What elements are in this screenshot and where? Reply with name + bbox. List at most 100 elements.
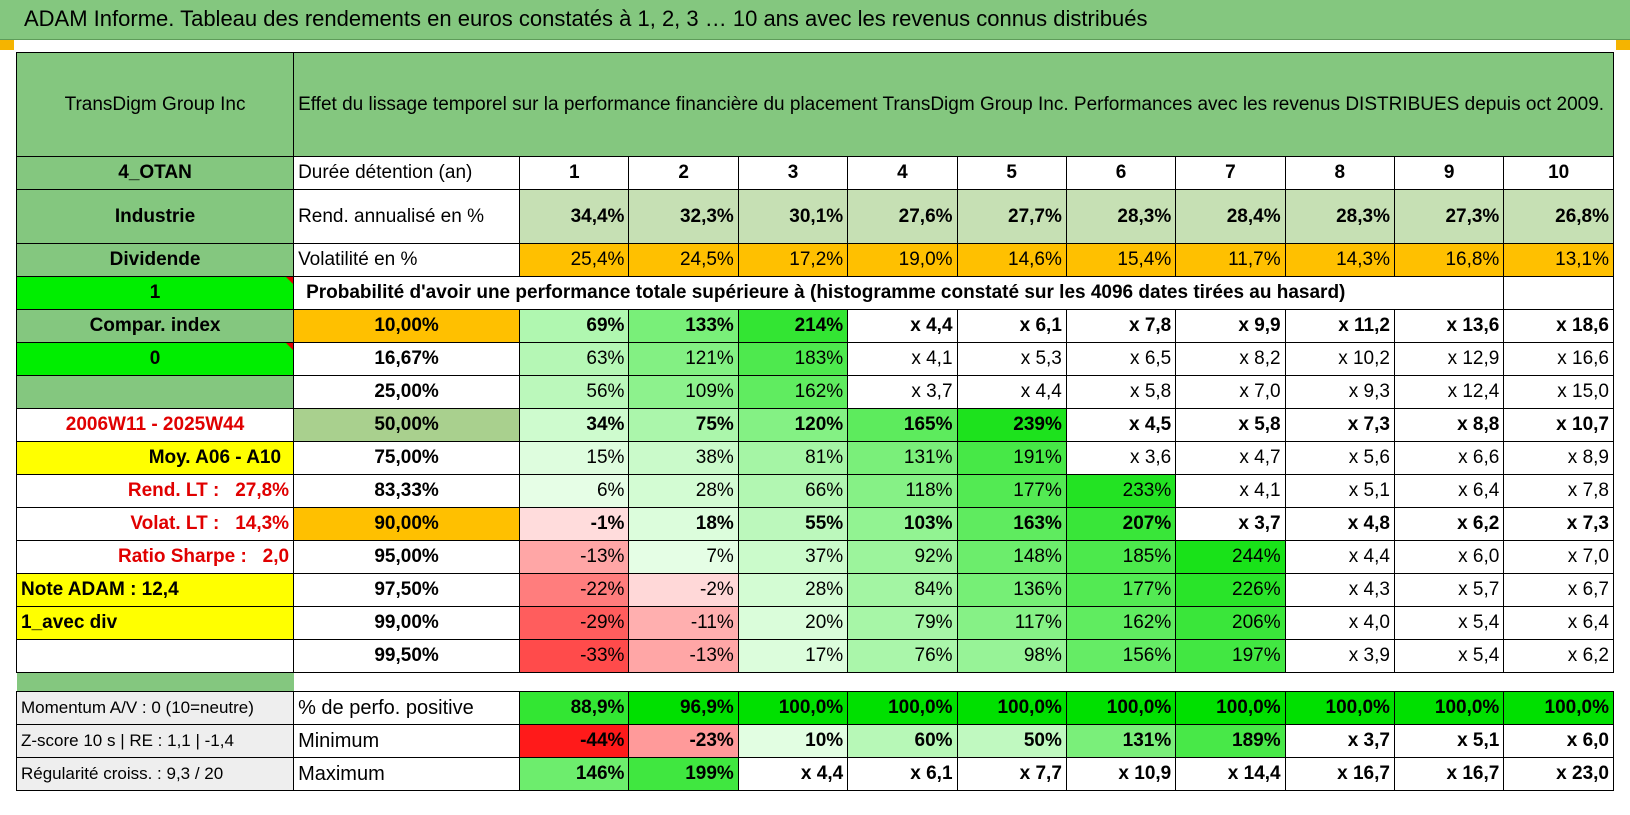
proba-value: 148%	[956, 540, 1067, 574]
pos-value: 100,0%	[1175, 691, 1286, 725]
empty-cell	[1503, 276, 1614, 310]
proba-threshold: 97,50%	[293, 573, 521, 607]
proba-value: x 6,4	[1503, 606, 1614, 640]
proba-value: 226%	[1175, 573, 1286, 607]
label-vol: Volatilité en %	[293, 243, 521, 277]
max-value: 146%	[519, 757, 630, 791]
proba-threshold: 95,00%	[293, 540, 521, 574]
company-name: TransDigm Group Inc	[15, 52, 295, 157]
min-value: x 6,0	[1503, 724, 1614, 758]
proba-threshold: 99,50%	[293, 639, 521, 673]
proba-value: 207%	[1065, 507, 1177, 541]
zscore-label: Z-score 10 s | RE : 1,1 | -1,4	[15, 724, 295, 758]
proba-value: x 6,0	[1393, 540, 1505, 574]
pos-value: 96,9%	[628, 691, 739, 725]
proba-value: x 5,6	[1284, 441, 1395, 475]
volat-lt-value: 14,3%	[235, 513, 290, 534]
year-9: 9	[1393, 156, 1505, 190]
proba-value: x 8,8	[1393, 408, 1505, 442]
rend-value: 30,1%	[737, 189, 849, 244]
proba-value: 233%	[1065, 474, 1177, 508]
rend-value: 27,3%	[1393, 189, 1505, 244]
proba-value: 103%	[847, 507, 958, 541]
proba-value: 120%	[737, 408, 849, 442]
proba-value: x 7,0	[1175, 375, 1286, 409]
proba-value: x 8,2	[1175, 342, 1286, 376]
proba-value: 7%	[628, 540, 739, 574]
avec-div-label: 1_avec div	[15, 606, 295, 640]
proba-value: 76%	[847, 639, 958, 673]
proba-value: 63%	[519, 342, 630, 376]
proba-value: x 4,7	[1175, 441, 1286, 475]
proba-value: 136%	[956, 573, 1067, 607]
empty-cell	[1394, 276, 1505, 310]
proba-value: 28%	[737, 573, 849, 607]
proba-value: -13%	[628, 639, 739, 673]
min-value: -44%	[519, 724, 630, 758]
proba-value: x 6,5	[1065, 342, 1177, 376]
proba-value: 15%	[519, 441, 630, 475]
proba-value: x 8,9	[1503, 441, 1614, 475]
proba-threshold: 83,33%	[293, 474, 521, 508]
proba-value: 244%	[1175, 540, 1286, 574]
proba-threshold: 90,00%	[293, 507, 521, 541]
performance-table: TransDigm Group Inc Effet du lissage tem…	[15, 52, 1614, 791]
year-6: 6	[1065, 156, 1177, 190]
vol-value: 14,3%	[1284, 243, 1395, 277]
proba-value: x 7,3	[1503, 507, 1614, 541]
proba-value: x 5,1	[1284, 474, 1395, 508]
moy-label: Moy. A06 - A10	[15, 441, 295, 475]
proba-value: x 13,6	[1393, 309, 1505, 343]
proba-value: 79%	[847, 606, 958, 640]
corner-marker-left	[0, 40, 14, 50]
max-value: x 23,0	[1503, 757, 1614, 791]
vol-value: 25,4%	[519, 243, 630, 277]
rend-value: 28,3%	[1065, 189, 1177, 244]
label-dividend: Dividende	[15, 243, 295, 277]
min-value: 189%	[1175, 724, 1286, 758]
proba-value: 56%	[519, 375, 630, 409]
proba-threshold: 10,00%	[293, 309, 521, 343]
year-3: 3	[737, 156, 849, 190]
sharpe-label: Ratio Sharpe :	[117, 546, 247, 567]
vol-value: 13,1%	[1503, 243, 1614, 277]
proba-value: -33%	[519, 639, 630, 673]
proba-value: 118%	[847, 474, 958, 508]
vol-value: 14,6%	[956, 243, 1067, 277]
proba-value: -11%	[628, 606, 739, 640]
label-max: Maximum	[293, 757, 521, 791]
proba-value: x 11,2	[1284, 309, 1395, 343]
proba-value: -13%	[519, 540, 630, 574]
proba-value: x 6,1	[956, 309, 1067, 343]
proba-value: 92%	[847, 540, 958, 574]
proba-value: 117%	[956, 606, 1067, 640]
proba-value: x 7,8	[1065, 309, 1177, 343]
proba-value: x 16,6	[1503, 342, 1614, 376]
proba-value: 17%	[737, 639, 849, 673]
proba-value: x 4,1	[1175, 474, 1286, 508]
proba-value: x 7,0	[1503, 540, 1614, 574]
rend-value: 27,7%	[956, 189, 1067, 244]
label-rend: Rend. annualisé en %	[293, 189, 521, 244]
sharpe-value: 2,0	[262, 546, 290, 567]
min-value: x 3,7	[1284, 724, 1395, 758]
label-compar: Compar. index	[15, 309, 295, 343]
max-value: x 10,9	[1065, 757, 1177, 791]
vol-value: 24,5%	[628, 243, 739, 277]
min-value: 60%	[847, 724, 958, 758]
proba-value: 121%	[628, 342, 739, 376]
vol-value: 19,0%	[847, 243, 958, 277]
volat-lt: Volat. LT : 14,3%	[15, 507, 295, 541]
proba-value: x 10,7	[1503, 408, 1614, 442]
proba-value: 18%	[628, 507, 739, 541]
proba-value: 197%	[1175, 639, 1286, 673]
pos-value: 100,0%	[1065, 691, 1177, 725]
proba-value: 75%	[628, 408, 739, 442]
proba-value: x 9,9	[1175, 309, 1286, 343]
separator-space	[294, 673, 1614, 692]
proba-value: x 5,4	[1393, 606, 1505, 640]
proba-value: 177%	[956, 474, 1067, 508]
year-10: 10	[1503, 156, 1614, 190]
proba-value: x 5,4	[1393, 639, 1505, 673]
pos-value: 100,0%	[956, 691, 1067, 725]
